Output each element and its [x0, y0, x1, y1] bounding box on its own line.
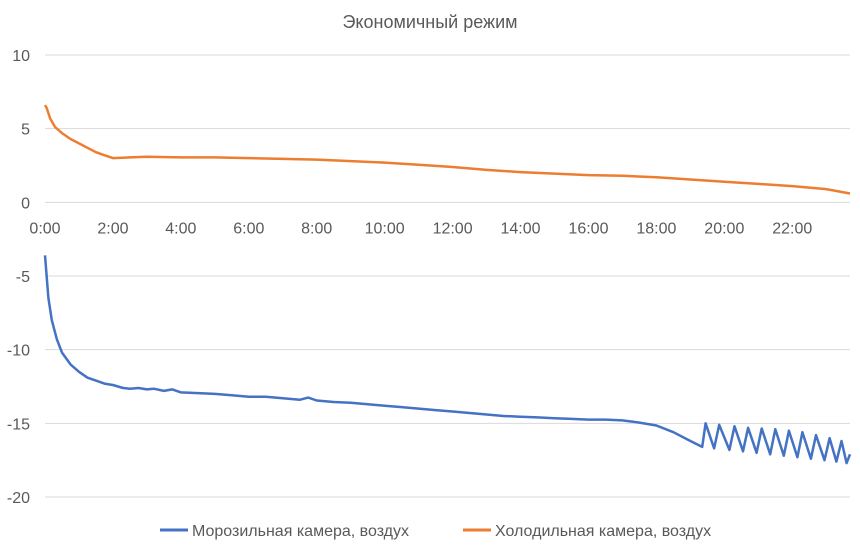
chart-title: Экономичный режим: [342, 12, 517, 32]
x-tick-label: 0:00: [29, 220, 60, 237]
x-tick-label: 14:00: [501, 220, 541, 237]
legend-label: Морозильная камера, воздух: [192, 523, 409, 540]
series-line-fridge: [43, 104, 851, 195]
y-tick-label: -15: [7, 416, 30, 433]
series-line-freezer: [43, 255, 852, 465]
legend-label: Холодильная камера, воздух: [495, 523, 711, 540]
y-tick-label: 0: [21, 195, 30, 212]
x-tick-label: 16:00: [568, 220, 608, 237]
x-tick-label: 20:00: [704, 220, 744, 237]
x-axis: 0:00 2:00 4:00 6:00 8:00 10:00 12:00 14:00 16:00…: [29, 201, 850, 237]
y-axis-tick-labels: 10 5 0 -5 -10 -15 -20: [7, 48, 30, 507]
y-tick-label: 5: [21, 122, 30, 139]
x-tick-label: 8:00: [301, 220, 332, 237]
x-tick-label: 10:00: [365, 220, 405, 237]
gridlines: [45, 54, 850, 498]
series-lines: [43, 104, 852, 465]
x-tick-label: 4:00: [165, 220, 196, 237]
x-tick-label: 18:00: [636, 220, 676, 237]
y-tick-label: -5: [16, 269, 30, 286]
y-tick-label: 10: [12, 48, 30, 65]
x-tick-label: 22:00: [772, 220, 812, 237]
x-tick-label: 12:00: [433, 220, 473, 237]
x-tick-label: 6:00: [233, 220, 264, 237]
x-tick-label: 2:00: [97, 220, 128, 237]
y-tick-label: -20: [7, 490, 30, 507]
y-tick-label: -10: [7, 343, 30, 360]
legend: Морозильная камера, воздух Холодильная ка…: [160, 523, 711, 540]
